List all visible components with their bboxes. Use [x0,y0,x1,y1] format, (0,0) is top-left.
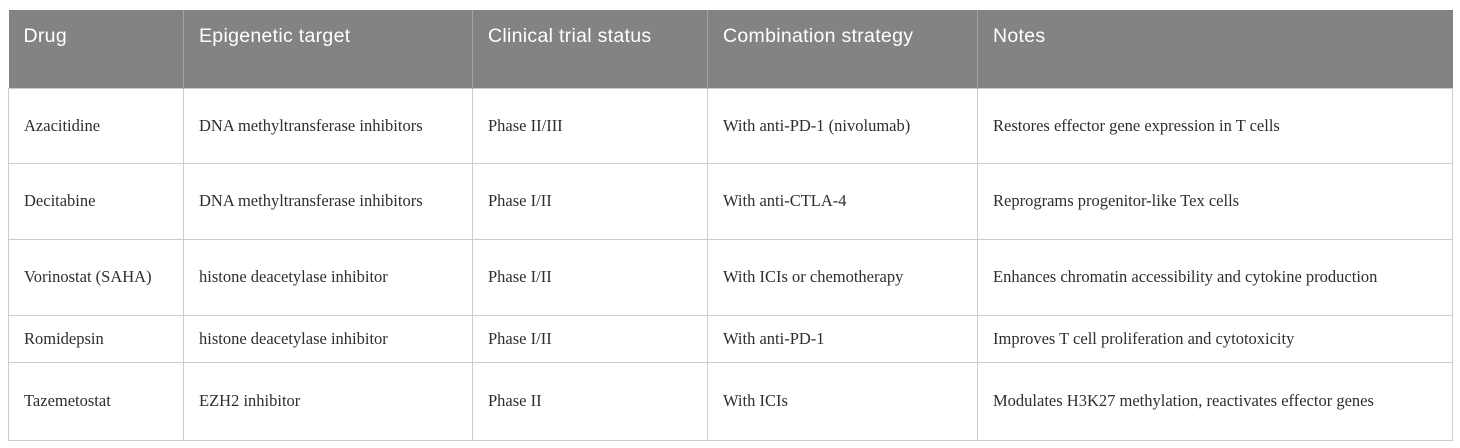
cell-drug: Vorinostat (SAHA) [8,238,184,316]
cell-combination-strategy: With anti-PD-1 [707,314,978,363]
cell-combination-strategy: With anti-CTLA-4 [707,162,978,240]
cell-clinical-trial-status: Phase II [472,361,708,441]
cell-drug: Azacitidine [8,87,184,164]
header-row: Drug Epigenetic target Clinical trial st… [8,10,1453,88]
cell-notes: Reprograms progenitor-like Tex cells [977,162,1453,240]
column-header-notes: Notes [977,10,1453,88]
cell-drug: Tazemetostat [8,361,184,441]
cell-epigenetic-target: EZH2 inhibitor [183,361,473,441]
column-header-epigenetic-target: Epigenetic target [183,10,473,88]
cell-notes: Restores effector gene expression in T c… [977,87,1453,164]
cell-combination-strategy: With ICIs [707,361,978,441]
epigenetic-drugs-table: Drug Epigenetic target Clinical trial st… [8,10,1453,441]
table-row: Vorinostat (SAHA) histone deacetylase in… [8,238,1453,316]
cell-epigenetic-target: DNA methyltransferase inhibitors [183,87,473,164]
table-row: Tazemetostat EZH2 inhibitor Phase II Wit… [8,361,1453,441]
cell-notes: Modulates H3K27 methylation, reactivates… [977,361,1453,441]
column-header-drug: Drug [8,10,184,88]
table-row: Azacitidine DNA methyltransferase inhibi… [8,87,1453,164]
table-body: Azacitidine DNA methyltransferase inhibi… [8,87,1453,441]
cell-clinical-trial-status: Phase I/II [472,238,708,316]
cell-combination-strategy: With ICIs or chemotherapy [707,238,978,316]
cell-clinical-trial-status: Phase II/III [472,87,708,164]
column-header-clinical-trial-status: Clinical trial status [472,10,708,88]
table-row: Romidepsin histone deacetylase inhibitor… [8,314,1453,363]
cell-epigenetic-target: histone deacetylase inhibitor [183,314,473,363]
cell-drug: Romidepsin [8,314,184,363]
cell-drug: Decitabine [8,162,184,240]
table-row: Decitabine DNA methyltransferase inhibit… [8,162,1453,240]
column-header-combination-strategy: Combination strategy [707,10,978,88]
cell-notes: Enhances chromatin accessibility and cyt… [977,238,1453,316]
cell-combination-strategy: With anti-PD-1 (nivolumab) [707,87,978,164]
cell-epigenetic-target: histone deacetylase inhibitor [183,238,473,316]
table-header: Drug Epigenetic target Clinical trial st… [8,10,1453,88]
cell-clinical-trial-status: Phase I/II [472,162,708,240]
cell-notes: Improves T cell proliferation and cytoto… [977,314,1453,363]
cell-epigenetic-target: DNA methyltransferase inhibitors [183,162,473,240]
cell-clinical-trial-status: Phase I/II [472,314,708,363]
